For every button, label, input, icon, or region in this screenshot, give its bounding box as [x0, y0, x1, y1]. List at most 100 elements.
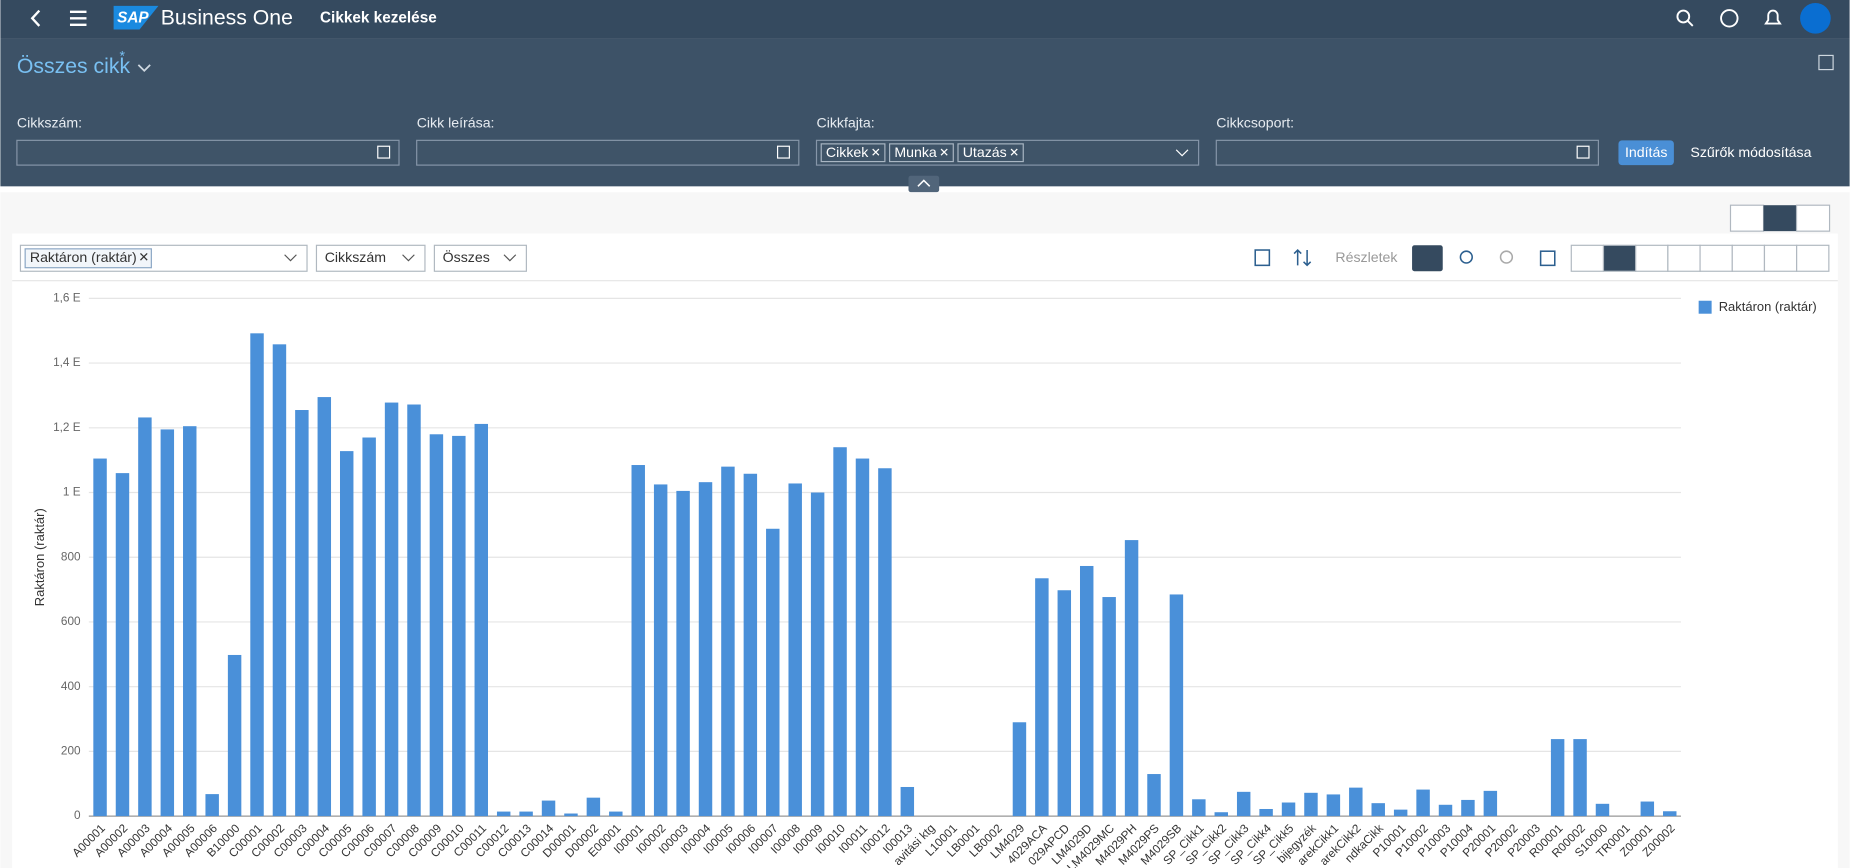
measure-token-remove[interactable]: ✕ — [138, 250, 149, 265]
bar[interactable] — [676, 490, 690, 817]
bar[interactable] — [1595, 803, 1610, 817]
bar[interactable] — [1550, 739, 1565, 817]
chart-type-button[interactable] — [1570, 244, 1605, 272]
bar[interactable] — [721, 466, 735, 817]
zoom-out[interactable] — [1499, 250, 1514, 264]
variant-dropdown[interactable] — [137, 64, 151, 73]
bar[interactable] — [900, 786, 915, 817]
bar[interactable] — [474, 423, 488, 817]
bar[interactable] — [1236, 791, 1251, 817]
search-button[interactable] — [1676, 9, 1694, 27]
bar[interactable] — [631, 465, 645, 817]
bar[interactable] — [564, 813, 578, 817]
bar[interactable] — [407, 404, 421, 817]
bar[interactable] — [1012, 722, 1027, 817]
bar[interactable] — [1573, 739, 1587, 817]
bar[interactable] — [766, 528, 780, 817]
bar[interactable] — [1640, 801, 1655, 817]
collapse-button[interactable] — [908, 175, 940, 193]
go-button[interactable] — [1618, 140, 1674, 166]
bar[interactable] — [384, 402, 399, 817]
bar[interactable] — [833, 447, 847, 817]
bar[interactable] — [653, 484, 668, 817]
bar[interactable] — [1035, 578, 1049, 817]
toolbar-icon[interactable] — [1254, 249, 1271, 267]
chart-type-button[interactable] — [1796, 244, 1830, 272]
chart-type-button[interactable] — [1731, 244, 1766, 272]
filter-input[interactable] — [416, 139, 800, 166]
bar[interactable] — [698, 482, 713, 817]
filter-input[interactable] — [16, 139, 400, 166]
scope-select[interactable] — [433, 244, 527, 272]
bar[interactable] — [1169, 594, 1184, 817]
bar[interactable] — [1124, 540, 1139, 817]
bar[interactable] — [1663, 811, 1677, 817]
bar[interactable] — [205, 794, 219, 817]
filter-token-remove[interactable]: ✕ — [871, 146, 881, 159]
bar[interactable] — [115, 473, 130, 817]
bar[interactable] — [272, 344, 287, 817]
bar[interactable] — [1461, 799, 1475, 817]
variant-title[interactable]: Összes cikk — [17, 54, 131, 78]
bar[interactable] — [1102, 597, 1116, 817]
notifications-button[interactable] — [1764, 9, 1782, 25]
legend-toggle[interactable] — [1412, 245, 1443, 272]
bar[interactable] — [93, 458, 107, 817]
bar[interactable] — [160, 429, 175, 817]
menu-button[interactable] — [69, 10, 87, 26]
chart-type-button[interactable] — [1763, 244, 1798, 272]
chart-type-button[interactable] — [1635, 244, 1669, 272]
share-button[interactable] — [1818, 54, 1834, 71]
bar[interactable] — [1281, 802, 1296, 817]
bar[interactable] — [317, 397, 332, 817]
help-button[interactable] — [1720, 9, 1739, 28]
bar[interactable] — [183, 426, 197, 817]
chart-view-button[interactable] — [1763, 205, 1797, 232]
table-view-button[interactable] — [1729, 204, 1765, 232]
bar[interactable] — [855, 458, 870, 817]
bar[interactable] — [1326, 794, 1341, 817]
bar[interactable] — [1259, 808, 1273, 817]
bar[interactable] — [227, 654, 242, 817]
bar[interactable] — [1483, 790, 1498, 817]
back-button[interactable] — [30, 9, 41, 27]
bar[interactable] — [1393, 809, 1408, 817]
bar[interactable] — [429, 434, 444, 817]
bar[interactable] — [788, 483, 802, 817]
bar[interactable] — [1147, 774, 1161, 817]
bar[interactable] — [138, 417, 152, 817]
bar[interactable] — [609, 811, 623, 817]
bar[interactable] — [496, 811, 511, 817]
toolbar-icon[interactable] — [1293, 248, 1312, 267]
bar[interactable] — [878, 468, 892, 817]
bar[interactable] — [1079, 565, 1094, 817]
bar[interactable] — [250, 333, 264, 817]
filter-input[interactable] — [1215, 139, 1599, 166]
bar[interactable] — [295, 410, 309, 817]
bar[interactable] — [810, 492, 825, 817]
bar[interactable] — [1416, 789, 1430, 817]
bar[interactable] — [362, 437, 376, 817]
bar[interactable] — [1057, 590, 1072, 817]
value-help[interactable] — [1576, 145, 1590, 159]
zoom-in[interactable] — [1459, 250, 1473, 264]
bar[interactable] — [541, 800, 556, 817]
adapt-filters[interactable]: Szűrők módosítása — [1690, 144, 1811, 160]
bar[interactable] — [586, 797, 601, 817]
fullscreen[interactable] — [1539, 250, 1556, 267]
user-avatar[interactable] — [1800, 2, 1831, 34]
bar[interactable] — [452, 435, 466, 817]
bar[interactable] — [1304, 792, 1318, 817]
bar[interactable] — [743, 473, 758, 817]
chart-type-button[interactable] — [1699, 244, 1733, 272]
bar[interactable] — [1371, 803, 1385, 817]
filter-dropdown[interactable] — [1175, 149, 1189, 157]
bar[interactable] — [1349, 787, 1363, 817]
filter-token-remove[interactable]: ✕ — [1009, 146, 1019, 159]
bar[interactable] — [339, 451, 354, 817]
bar[interactable] — [1192, 799, 1206, 817]
value-help[interactable] — [776, 145, 790, 159]
bar[interactable] — [1438, 804, 1453, 817]
bar[interactable] — [1214, 812, 1228, 817]
combined-view-button[interactable] — [1795, 204, 1831, 232]
